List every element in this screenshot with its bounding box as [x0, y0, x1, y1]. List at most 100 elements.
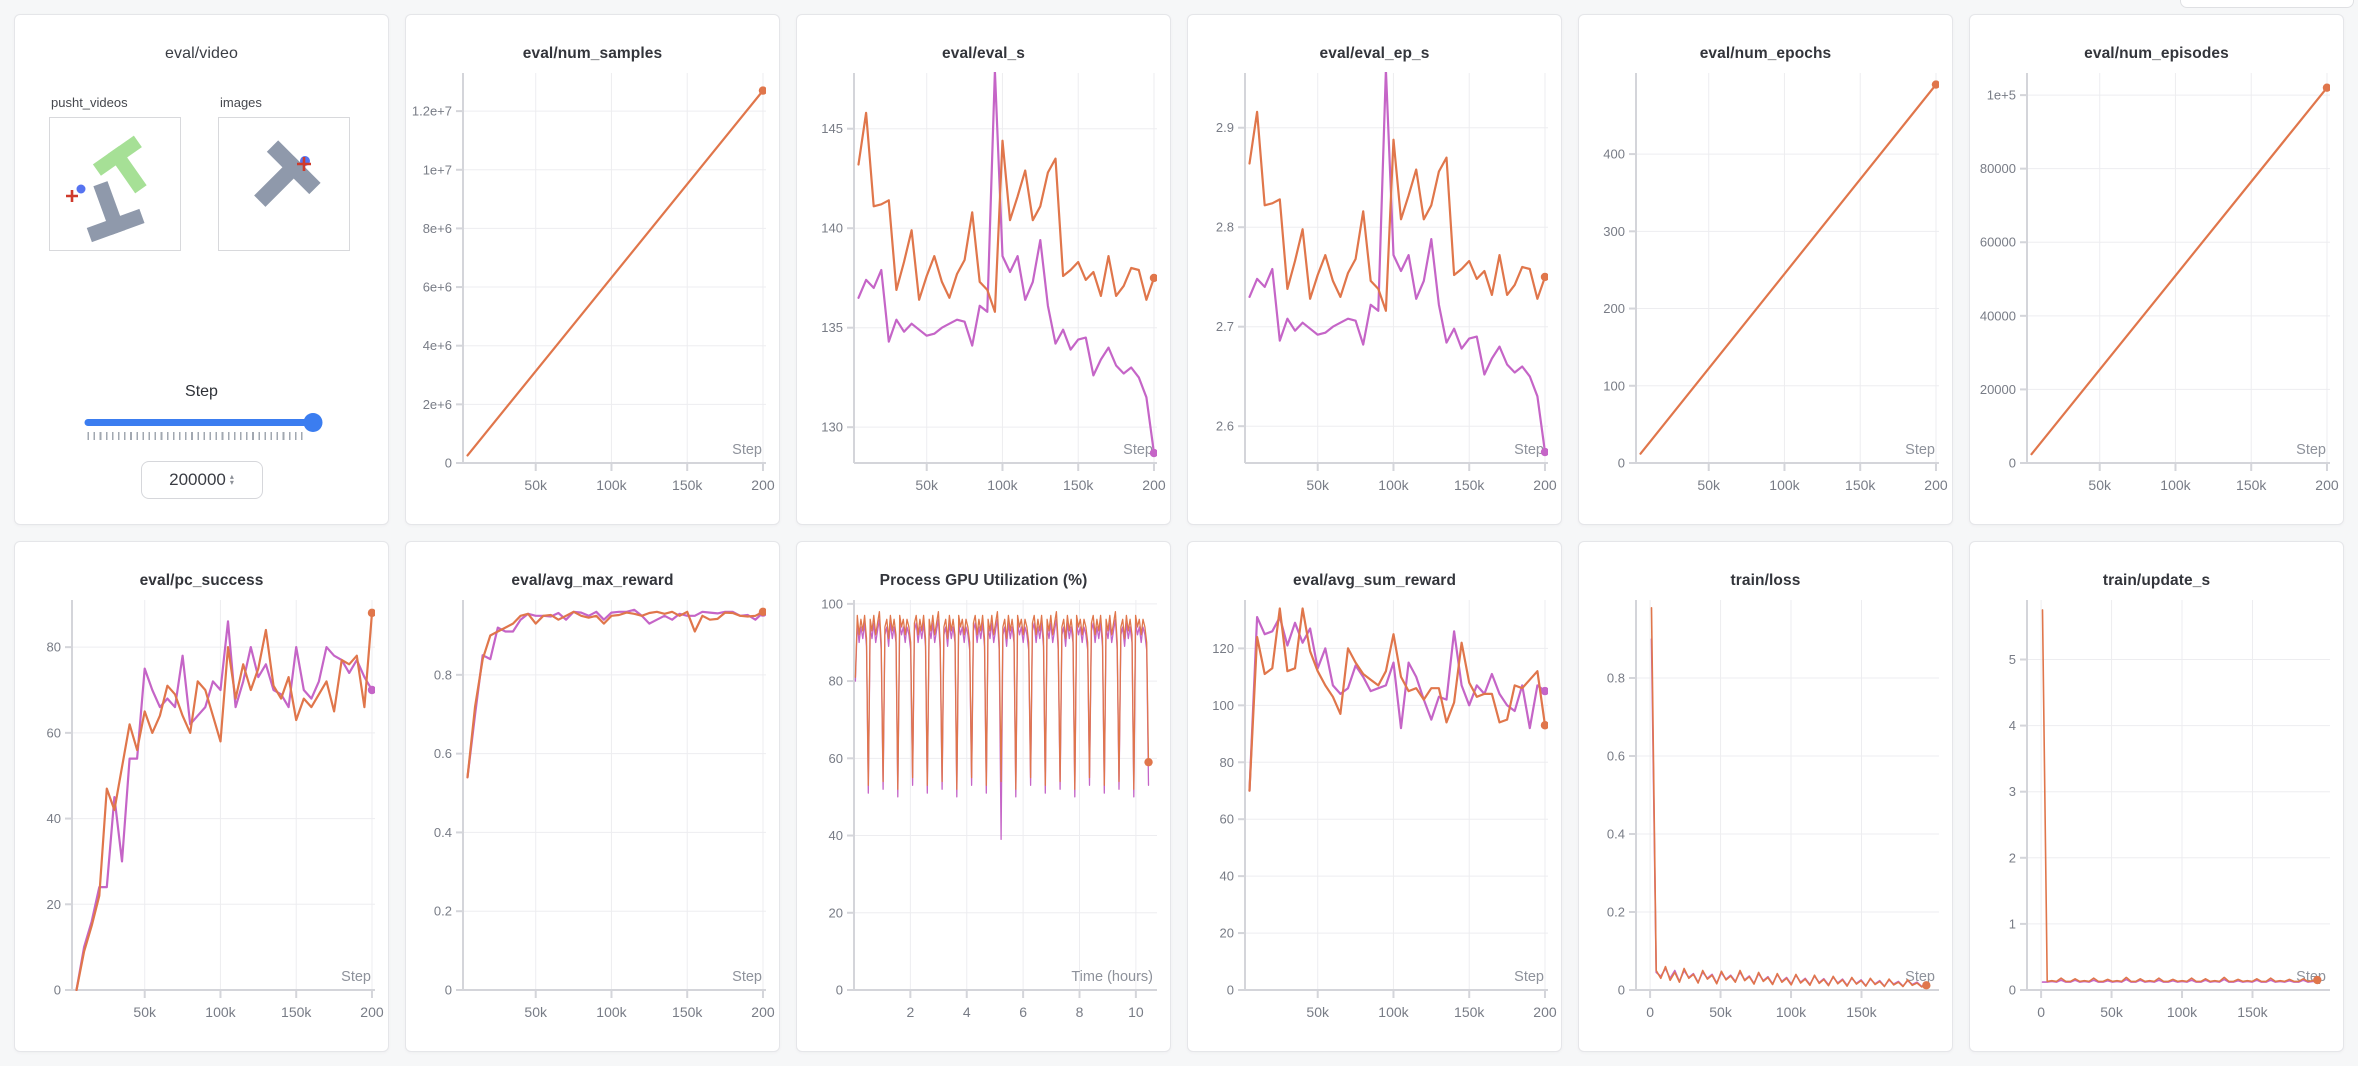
y-tick-label: 20: [829, 905, 843, 920]
media-caption-pusht-videos: pusht_videos: [51, 95, 128, 110]
axis-label: Step: [1905, 969, 1935, 985]
series-end-dot: [1540, 447, 1548, 457]
y-tick-label: 2.7: [1216, 319, 1234, 334]
chart-title: eval/num_epochs: [1699, 45, 1832, 62]
y-tick-label: 1: [2009, 916, 2016, 931]
series-line-orange: [854, 610, 1150, 790]
y-tick-label: 3: [2009, 784, 2016, 799]
chart-title: Process GPU Utilization (%): [879, 572, 1088, 589]
x-tick-label: 4: [963, 1004, 971, 1020]
x-tick-label: 200: [2315, 477, 2339, 493]
series-line-orange: [1248, 607, 1547, 792]
x-tick-label: 100k: [1378, 477, 1409, 493]
y-tick-label: 80: [47, 640, 61, 655]
chart-title: eval/eval_s: [942, 45, 1025, 62]
step-slider-label: Step: [185, 383, 218, 400]
chart-eval-pc-success[interactable]: 0 20 40 60 80 50k 100k 150k 200 Step: [18, 594, 385, 1034]
series-end-dot: [1149, 448, 1157, 458]
chart-train-loss[interactable]: 0 0.2 0.4 0.6 0.8 0 50k 100k 150k Step: [1582, 594, 1949, 1034]
stepper-up-button[interactable]: ▴: [229, 471, 234, 481]
series-line-purple: [1650, 638, 1928, 988]
y-tick-label: 40: [1220, 869, 1234, 884]
y-tick-label: 400: [1603, 147, 1625, 162]
step-number-input[interactable]: 200000 ▴ ▾: [140, 461, 263, 499]
panel-eval-eval-ep-s: eval/eval_ep_s 2.6 2.7 2.8 2.9 50k 100k 150k 20…: [1187, 14, 1562, 525]
chart-title: train/update_s: [2102, 572, 2211, 589]
y-tick-label: 100: [1603, 378, 1625, 393]
y-tick-label: 0: [1227, 983, 1234, 998]
y-tick-label: 20: [1220, 926, 1234, 941]
y-tick-label: 1.2e+7: [412, 104, 452, 119]
x-tick-label: 50k: [915, 477, 939, 493]
stepper-down-button[interactable]: ▾: [229, 477, 234, 487]
series-line-orange: [75, 611, 374, 991]
panel-process-gpu-utilization: Process GPU Utilization (%) 0 20 40 60 80 100…: [796, 541, 1171, 1052]
y-tick-label: 0: [1618, 456, 1625, 471]
y-tick-label: 0.6: [1607, 749, 1625, 764]
series-line-purple: [466, 608, 765, 779]
x-tick-label: 100k: [1776, 1004, 1807, 1020]
x-tick-label: 150k: [672, 1004, 703, 1020]
y-tick-label: 200: [1603, 301, 1625, 316]
step-value[interactable]: 200000: [169, 470, 226, 489]
series-end-dot: [2322, 83, 2330, 92]
chart-eval-eval-ep-s[interactable]: 2.6 2.7 2.8 2.9 50k 100k 150k 200 Step: [1191, 67, 1558, 507]
step-slider[interactable]: [84, 413, 322, 443]
x-tick-label: 0: [2037, 1004, 2045, 1020]
y-tick-label: 80000: [1980, 161, 2016, 176]
x-tick-label: 0: [1646, 1004, 1654, 1020]
series-line-orange: [466, 89, 765, 457]
axis-label: Step: [1905, 442, 1935, 458]
series-end-dot: [1931, 80, 1939, 89]
y-tick-label: 0.8: [1607, 671, 1625, 686]
series-end-dot: [1540, 686, 1548, 696]
media-thumbnail-pusht-videos[interactable]: [49, 117, 181, 251]
y-tick-label: 40: [47, 811, 61, 826]
x-tick-label: 100k: [987, 477, 1018, 493]
x-tick-label: 10: [1128, 1004, 1144, 1020]
x-tick-label: 50k: [524, 1004, 548, 1020]
chart-eval-num-epochs[interactable]: 0 100 200 300 400 50k 100k 150k 200 Step: [1582, 67, 1949, 507]
y-tick-label: 0.2: [434, 904, 452, 919]
series-line-purple: [75, 620, 374, 991]
y-tick-label: 300: [1603, 224, 1625, 239]
series-line-orange: [2030, 86, 2329, 456]
cropped-panel-edge: [2180, 0, 2354, 8]
series-line-orange: [466, 610, 765, 779]
series-line-orange: [1650, 607, 1928, 988]
pusht-video-frame: [66, 135, 147, 243]
x-tick-label: 150k: [1063, 477, 1094, 493]
y-tick-label: 130: [821, 420, 843, 435]
series-end-dot: [758, 86, 766, 95]
series-end-dot: [2313, 975, 2322, 985]
chart-train-update-s[interactable]: 0 1 2 3 4 5 0 50k 100k 150k Step: [1973, 594, 2340, 1034]
y-tick-label: 120: [1212, 641, 1234, 656]
chart-eval-avg-max-reward[interactable]: 0 0.2 0.4 0.6 0.8 50k 100k 150k 200 Step: [409, 594, 776, 1034]
series-end-dot: [1144, 757, 1153, 767]
y-tick-label: 8e+6: [423, 221, 452, 236]
chart-eval-num-episodes[interactable]: 0 20000 40000 60000 80000 1e+5 50k 100k 150k 200 S…: [1973, 67, 2340, 507]
series-end-dot: [1149, 273, 1157, 283]
axis-label: Step: [1514, 969, 1544, 985]
slider-handle[interactable]: [303, 413, 322, 432]
y-tick-label: 0: [1618, 983, 1625, 998]
y-tick-label: 1e+7: [423, 162, 452, 177]
y-tick-label: 2e+6: [423, 397, 452, 412]
series-line-purple: [857, 72, 1156, 455]
x-tick-label: 50k: [2088, 477, 2112, 493]
media-thumbnail-images[interactable]: [218, 117, 350, 251]
axis-label: Step: [2296, 442, 2326, 458]
chart-eval-eval-s[interactable]: 130 135 140 145 50k 100k 150k 200 Step: [800, 67, 1167, 507]
x-tick-label: 8: [1076, 1004, 1084, 1020]
y-tick-label: 60: [47, 725, 61, 740]
chart-eval-avg-sum-reward[interactable]: 0 20 40 60 80 100 120 50k 100k 150k 200 Step: [1191, 594, 1558, 1034]
slider-track[interactable]: [84, 413, 322, 432]
chart-process-gpu-utilization[interactable]: 0 20 40 60 80 100 2 4 6 8 10 Time (hours): [800, 594, 1167, 1034]
y-tick-label: 20000: [1980, 382, 2016, 397]
x-tick-label: 50k: [1306, 1004, 1330, 1020]
series-end-dot: [367, 685, 375, 695]
x-tick-label: 100k: [205, 1004, 236, 1020]
chart-eval-num-samples[interactable]: 0 2e+6 4e+6 6e+6 8e+6 1e+7 1.2e+7 50k 100k 150k 20…: [409, 67, 776, 507]
series-end-dot: [1540, 721, 1548, 730]
x-tick-label: 150k: [2237, 1004, 2268, 1020]
